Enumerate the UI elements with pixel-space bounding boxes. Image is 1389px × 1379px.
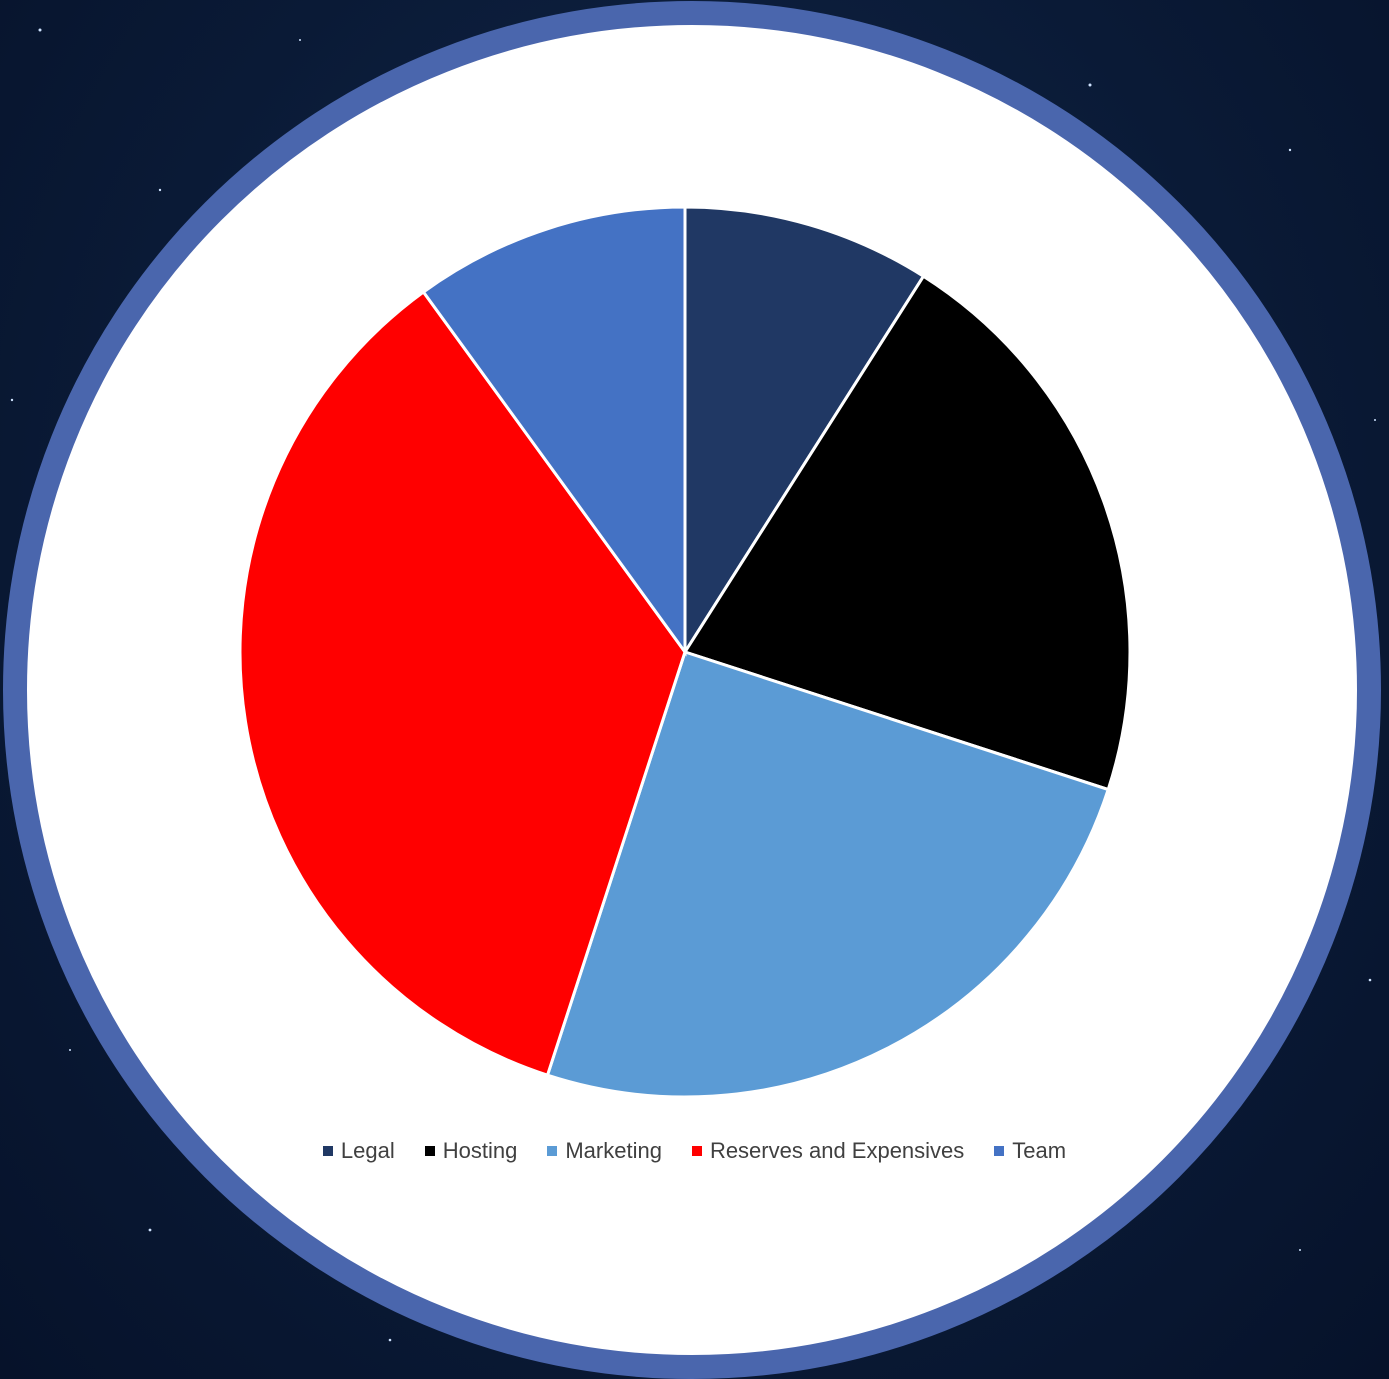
legend-swatch [691,1146,702,1156]
legend-label: Reserves and Expensives [709,1138,965,1163]
legend-swatch [424,1146,435,1156]
legend: Legal Hosting Marketing Reserves and Expens… [0,1138,1389,1164]
pie-slice [682,274,1132,792]
legend-label: Legal [340,1138,395,1163]
legend-label: Team [1012,1138,1067,1163]
legend-swatch [547,1146,558,1156]
legend-item: Reserves and Expensives [691,1138,965,1164]
pie-slice [421,205,687,657]
pie-slice [683,205,926,658]
legend-label: Marketing [565,1138,662,1163]
pie-slice [238,289,687,1078]
stars [10,28,1376,1342]
legend-item: Team [994,1138,1066,1164]
legend-item: Legal [322,1138,395,1164]
legend-label: Hosting [442,1138,518,1163]
pie [238,205,1132,1099]
legend-item: Marketing [547,1138,662,1164]
legend-swatch [994,1146,1005,1156]
pie-slice [545,650,1111,1099]
legend-swatch [322,1146,333,1156]
legend-item: Hosting [424,1138,518,1164]
